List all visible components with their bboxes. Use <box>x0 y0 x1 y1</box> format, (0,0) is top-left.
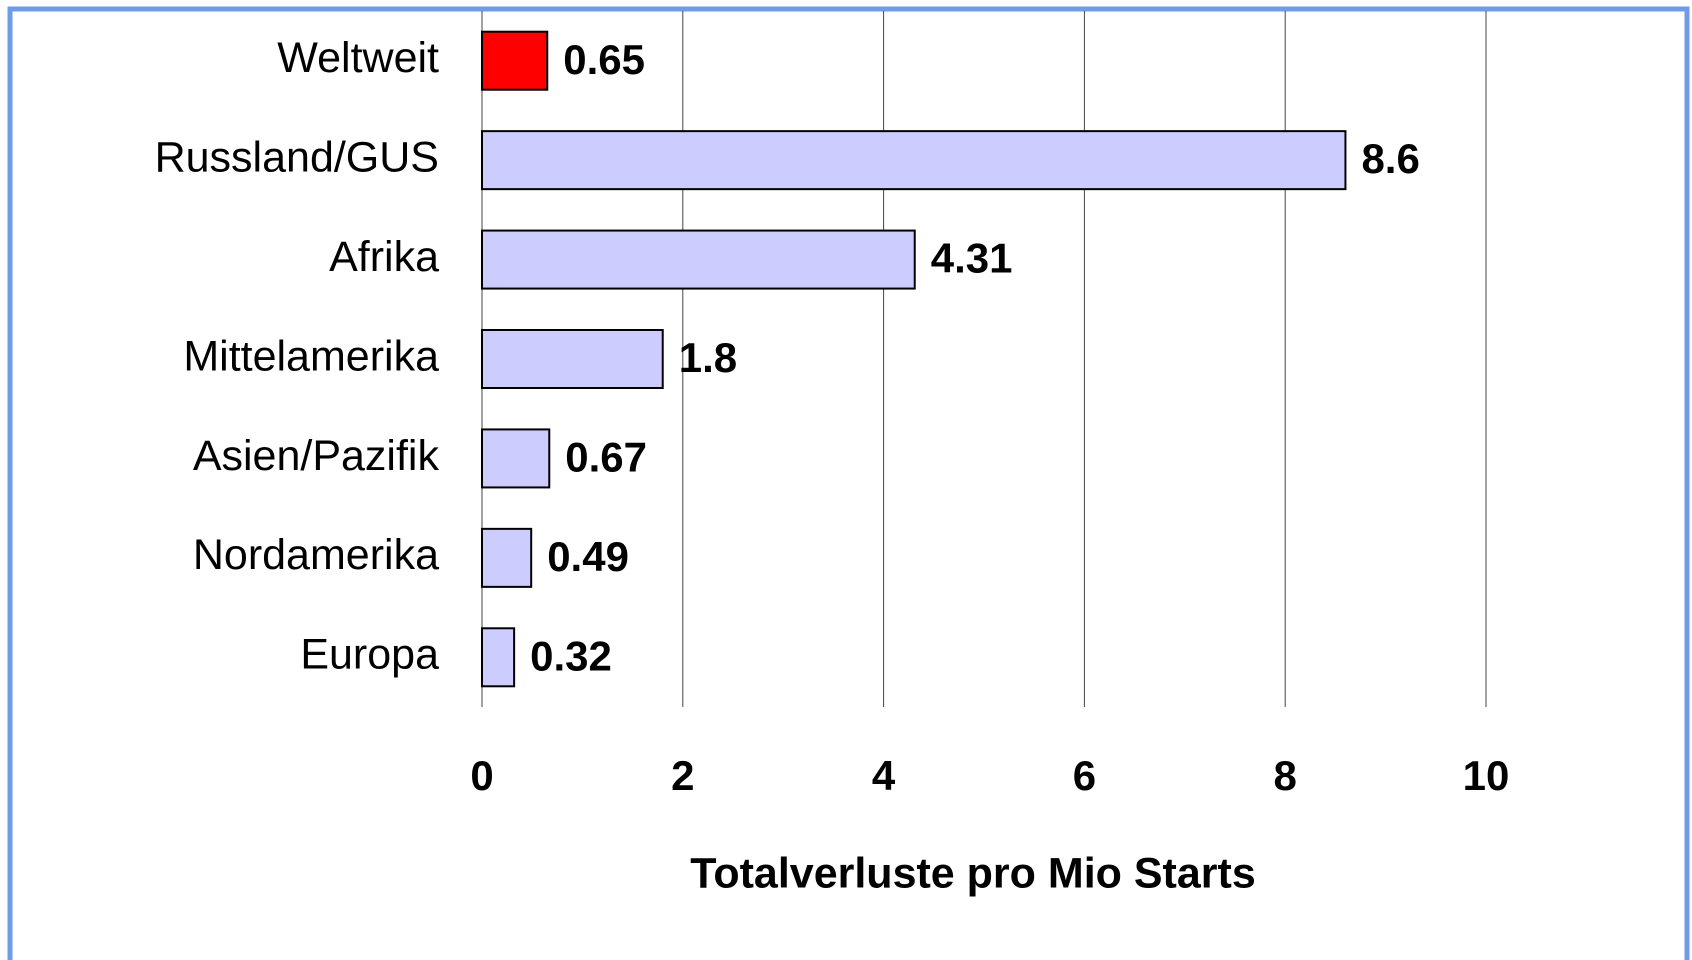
bar <box>481 627 516 688</box>
x-tick-label: 8 <box>1274 752 1297 799</box>
value-label: 1.8 <box>679 334 737 381</box>
value-label: 0.49 <box>547 533 629 580</box>
x-tick-label: 6 <box>1073 752 1096 799</box>
x-tick-label: 2 <box>671 752 694 799</box>
value-label: 0.67 <box>565 434 647 481</box>
bar <box>481 527 533 588</box>
bar <box>481 428 551 489</box>
bar <box>481 229 916 290</box>
y-tick-label: Europa <box>300 631 439 679</box>
y-tick-label: Nordamerika <box>193 531 439 579</box>
x-axis-title: Totalverluste pro Mio Starts <box>690 849 1255 897</box>
bar <box>481 329 664 389</box>
value-label: 8.6 <box>1361 135 1419 182</box>
y-tick-label: Mittelamerika <box>183 332 439 380</box>
x-tick-label: 0 <box>470 752 493 799</box>
y-tick-label: Afrika <box>329 233 439 281</box>
bar <box>481 30 549 91</box>
x-tick-label: 10 <box>1463 752 1510 799</box>
value-label: 0.32 <box>530 632 612 679</box>
y-tick-label: Weltweit <box>277 34 439 82</box>
y-tick-label: Asien/Pazifik <box>193 432 440 480</box>
bar <box>481 130 1347 191</box>
value-label: 0.65 <box>563 36 645 83</box>
y-tick-label: Russland/GUS <box>155 134 439 182</box>
x-tick-label: 4 <box>872 752 896 799</box>
value-label: 4.31 <box>931 235 1013 282</box>
